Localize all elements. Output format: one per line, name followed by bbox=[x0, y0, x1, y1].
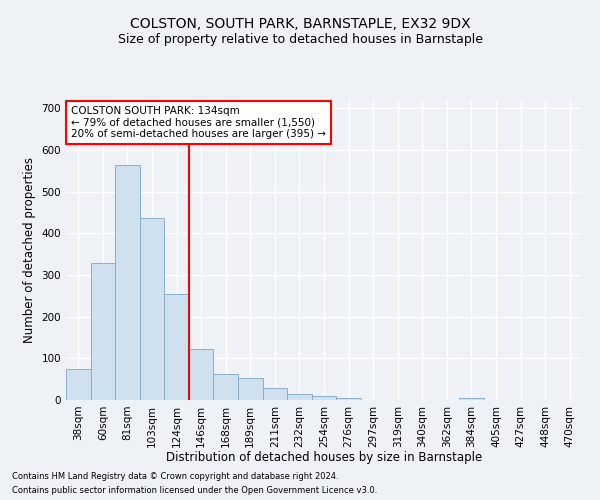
Bar bbox=[66, 369, 91, 400]
Bar bbox=[336, 398, 361, 400]
Bar bbox=[189, 349, 214, 400]
Text: Distribution of detached houses by size in Barnstaple: Distribution of detached houses by size … bbox=[166, 451, 482, 464]
Text: Contains HM Land Registry data © Crown copyright and database right 2024.: Contains HM Land Registry data © Crown c… bbox=[12, 472, 338, 481]
Bar bbox=[214, 374, 238, 400]
Text: Size of property relative to detached houses in Barnstaple: Size of property relative to detached ho… bbox=[118, 32, 482, 46]
Bar bbox=[164, 294, 189, 400]
Bar bbox=[312, 396, 336, 400]
Text: Contains public sector information licensed under the Open Government Licence v3: Contains public sector information licen… bbox=[12, 486, 377, 495]
Bar bbox=[287, 394, 312, 400]
Text: COLSTON, SOUTH PARK, BARNSTAPLE, EX32 9DX: COLSTON, SOUTH PARK, BARNSTAPLE, EX32 9D… bbox=[130, 18, 470, 32]
Bar bbox=[459, 398, 484, 400]
Bar bbox=[140, 218, 164, 400]
Bar bbox=[263, 388, 287, 400]
Bar bbox=[115, 164, 140, 400]
Y-axis label: Number of detached properties: Number of detached properties bbox=[23, 157, 36, 343]
Bar bbox=[91, 262, 115, 400]
Bar bbox=[238, 378, 263, 400]
Text: COLSTON SOUTH PARK: 134sqm
← 79% of detached houses are smaller (1,550)
20% of s: COLSTON SOUTH PARK: 134sqm ← 79% of deta… bbox=[71, 106, 326, 139]
